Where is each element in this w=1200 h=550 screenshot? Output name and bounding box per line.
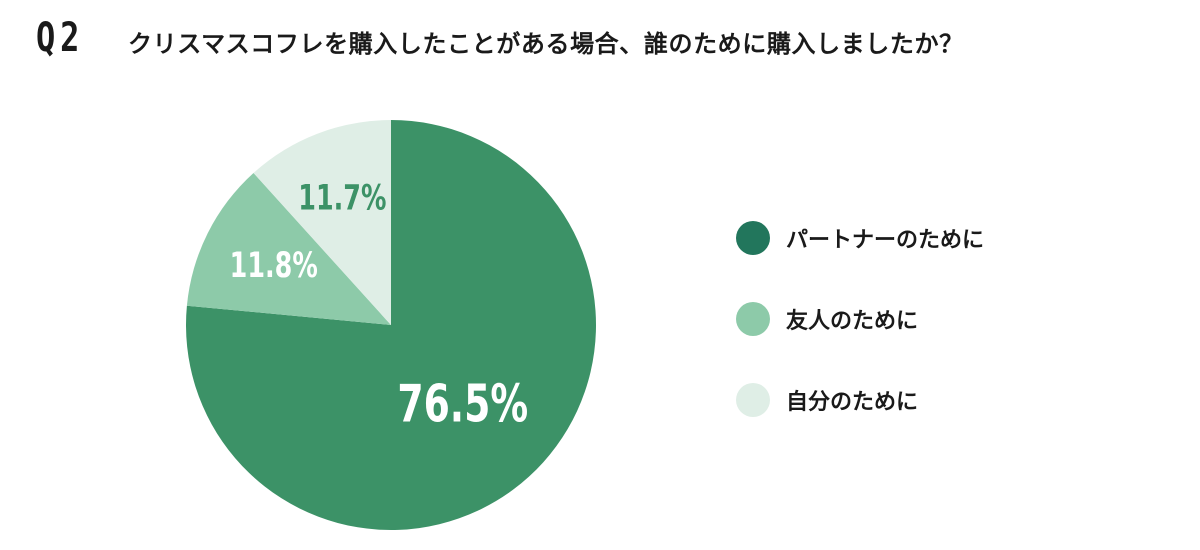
pie-slice-partner (186, 120, 597, 530)
legend-item-partner: パートナーのために (736, 218, 984, 258)
legend-swatch-self (736, 383, 770, 417)
legend-swatch-partner (736, 221, 770, 255)
pie-label-friend: 11.8% (230, 246, 318, 286)
question-number: Q2 (36, 15, 85, 61)
pie-slice-self (253, 120, 391, 325)
legend-item-self: 自分のために (736, 380, 984, 420)
legend-swatch-friend (736, 302, 770, 336)
pie-slices (186, 120, 597, 530)
legend-item-friend: 友人のために (736, 299, 984, 339)
legend-label-self: 自分のために (786, 390, 919, 415)
legend-label-partner: パートナーのために (786, 228, 985, 253)
pie-labels: 76.5% 11.8% 11.7% (230, 179, 529, 434)
pie-label-self: 11.7% (298, 179, 386, 219)
legend-label-friend: 友人のために (786, 309, 919, 334)
legend: パートナーのために 友人のために 自分のために (736, 218, 984, 461)
pie-slice-friend (186, 172, 391, 325)
pie-label-partner: 76.5% (397, 374, 528, 434)
question-text: クリスマスコフレを購入したことがある場合、誰のために購入しましたか？ (128, 30, 964, 58)
